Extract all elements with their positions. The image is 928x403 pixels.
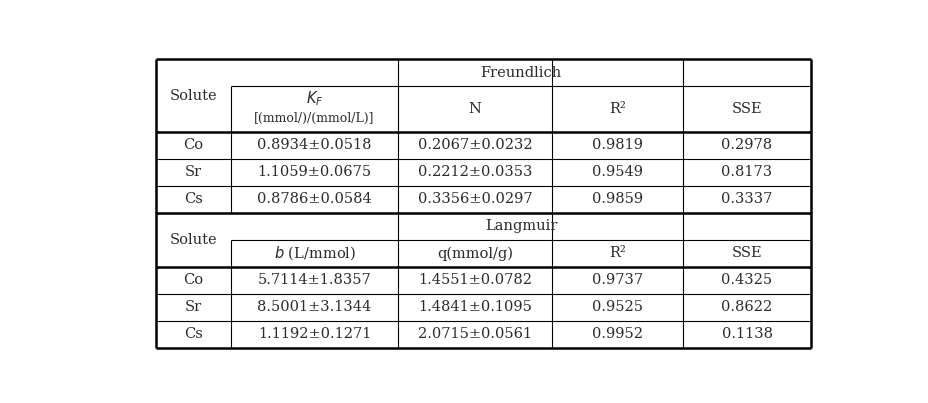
Text: 0.9525: 0.9525 [591,300,642,314]
Text: $b$ (L/mmol): $b$ (L/mmol) [273,245,355,262]
Text: 8.5001±3.1344: 8.5001±3.1344 [257,300,371,314]
Text: SSE: SSE [731,102,762,116]
Text: 1.4841±0.1095: 1.4841±0.1095 [418,300,532,314]
Text: 0.9549: 0.9549 [591,165,642,179]
Text: 0.8934±0.0518: 0.8934±0.0518 [257,139,371,152]
Text: 1.4551±0.0782: 1.4551±0.0782 [418,273,532,287]
Text: R²: R² [609,102,625,116]
Text: 0.4325: 0.4325 [721,273,772,287]
Text: [(mmol/)/(mmol/L)]: [(mmol/)/(mmol/L)] [254,112,375,125]
Text: 2.0715±0.0561: 2.0715±0.0561 [418,327,532,341]
Text: $K_F$: $K_F$ [305,90,323,108]
Text: Sr: Sr [185,165,201,179]
Text: 0.9859: 0.9859 [591,192,642,206]
Text: Cs: Cs [184,192,202,206]
Text: 0.2978: 0.2978 [721,139,772,152]
Text: Freundlich: Freundlich [480,66,561,80]
Text: 0.8173: 0.8173 [721,165,772,179]
Text: q(mmol/g): q(mmol/g) [437,246,512,261]
Text: SSE: SSE [731,246,762,260]
Text: Solute: Solute [170,233,217,247]
Text: 0.2067±0.0232: 0.2067±0.0232 [418,139,532,152]
Text: 0.8622: 0.8622 [721,300,772,314]
Text: R²: R² [609,246,625,260]
Text: 5.7114±1.8357: 5.7114±1.8357 [257,273,371,287]
Text: 0.9952: 0.9952 [591,327,642,341]
Text: N: N [469,102,481,116]
Text: Solute: Solute [170,89,217,103]
Text: 0.8786±0.0584: 0.8786±0.0584 [257,192,371,206]
Text: Cs: Cs [184,327,202,341]
Text: 0.9737: 0.9737 [591,273,642,287]
Text: Co: Co [183,273,203,287]
Text: 0.2212±0.0353: 0.2212±0.0353 [418,165,532,179]
Text: Langmuir: Langmuir [484,219,557,233]
Text: Sr: Sr [185,300,201,314]
Text: 1.1059±0.0675: 1.1059±0.0675 [257,165,371,179]
Text: 1.1192±0.1271: 1.1192±0.1271 [258,327,371,341]
Text: Co: Co [183,139,203,152]
Text: 0.9819: 0.9819 [591,139,642,152]
Text: 0.3356±0.0297: 0.3356±0.0297 [418,192,532,206]
Text: 0.3337: 0.3337 [720,192,772,206]
Text: 0.1138: 0.1138 [721,327,772,341]
